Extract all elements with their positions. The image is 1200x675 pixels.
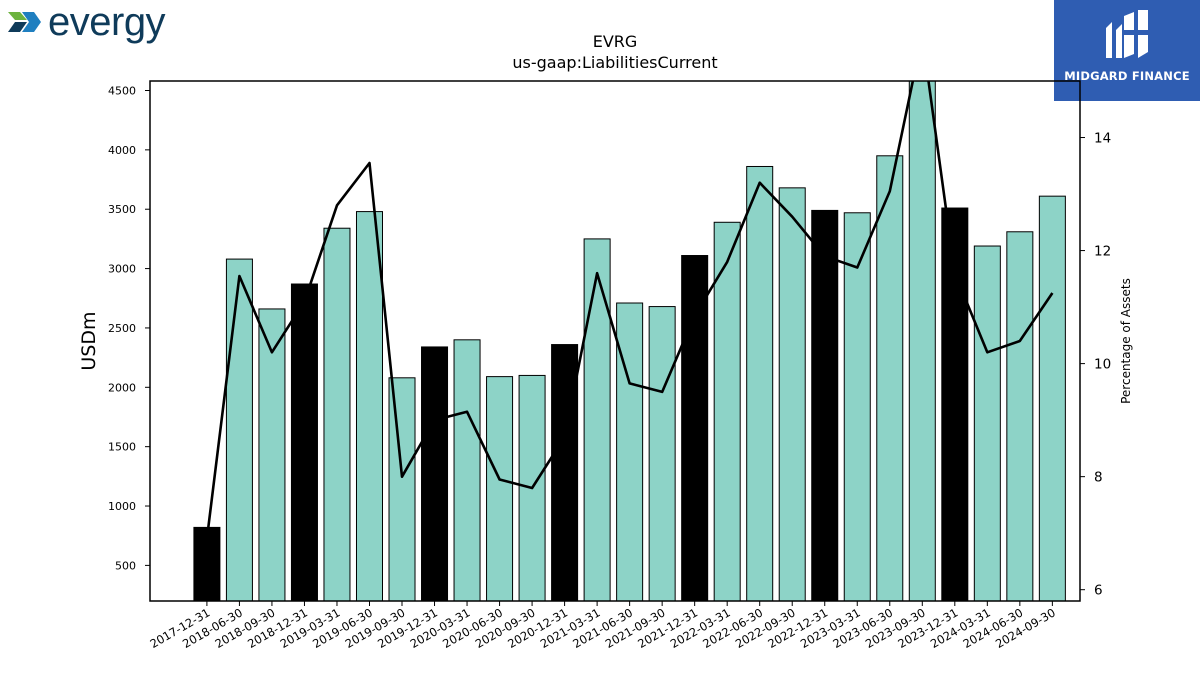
bar-2021-09-30 (648, 306, 676, 601)
y-tick-label: 1000 (108, 500, 136, 513)
y-tick-label: 1500 (108, 441, 136, 454)
bar-2018-12-31 (290, 283, 318, 601)
bar-2024-03-31 (973, 245, 1001, 601)
bar-2020-03-31 (453, 339, 481, 601)
bar-series (193, 81, 1066, 601)
y2-tick-label: 10 (1094, 357, 1111, 373)
bar-2019-06-30 (355, 211, 384, 601)
bar-2019-09-30 (388, 377, 416, 601)
bar-2023-03-31 (843, 212, 871, 601)
y2-tick-label: 6 (1094, 583, 1103, 599)
bar-2023-06-30 (876, 155, 904, 601)
bar-2018-06-30 (225, 258, 253, 601)
midgard-logo-icon (1106, 10, 1148, 58)
evergy-wordmark: evergy (48, 0, 166, 44)
y2-axis-label: Percentage of Assets (1119, 278, 1133, 404)
midgard-finance-badge: MIDGARD FINANCE (1054, 0, 1200, 101)
bar-2024-09-30 (1038, 195, 1066, 601)
y-tick-label: 2500 (108, 322, 136, 335)
bar-2022-06-30 (746, 165, 774, 601)
y-tick-label: 2000 (108, 381, 136, 394)
midgard-finance-label: MIDGARD FINANCE (1064, 69, 1190, 83)
bar-2021-06-30 (616, 302, 644, 601)
y2-tick-label: 8 (1094, 470, 1103, 486)
bar-2018-09-30 (258, 308, 286, 601)
y-tick-label: 4500 (108, 84, 136, 97)
evergy-chevron-icon (8, 12, 41, 32)
plot-frame (149, 80, 1081, 602)
bar-2019-12-31 (421, 346, 449, 601)
bar-2020-12-31 (551, 344, 579, 601)
bar-2023-09-30 (908, 81, 936, 601)
y-tick-label: 3000 (108, 263, 136, 276)
bar-2020-06-30 (486, 376, 514, 601)
chart-title: EVRG (592, 32, 638, 51)
y-axis-label: USDm (78, 311, 100, 370)
bar-2022-03-31 (713, 221, 741, 601)
chart-titles: EVRG us-gaap:LiabilitiesCurrent (150, 31, 1080, 73)
bar-2021-03-31 (583, 238, 611, 601)
evergy-logo: evergy (6, 0, 166, 44)
bar-2017-12-31 (193, 526, 221, 601)
bar-2022-12-31 (811, 209, 839, 601)
bar-2021-12-31 (681, 255, 709, 601)
line-series (205, 81, 1054, 539)
y-tick-label: 4000 (108, 144, 136, 157)
y2-tick-label: 14 (1094, 131, 1111, 147)
percentage-line (205, 81, 1054, 539)
y2-tick-label: 12 (1094, 244, 1111, 260)
chart-subtitle: us-gaap:LiabilitiesCurrent (512, 53, 718, 72)
bar-2019-03-31 (323, 227, 351, 601)
y-tick-label: 3500 (108, 203, 136, 216)
y-tick-label: 500 (115, 559, 136, 572)
bar-2024-06-30 (1006, 231, 1034, 601)
bar-2022-09-30 (778, 187, 806, 601)
